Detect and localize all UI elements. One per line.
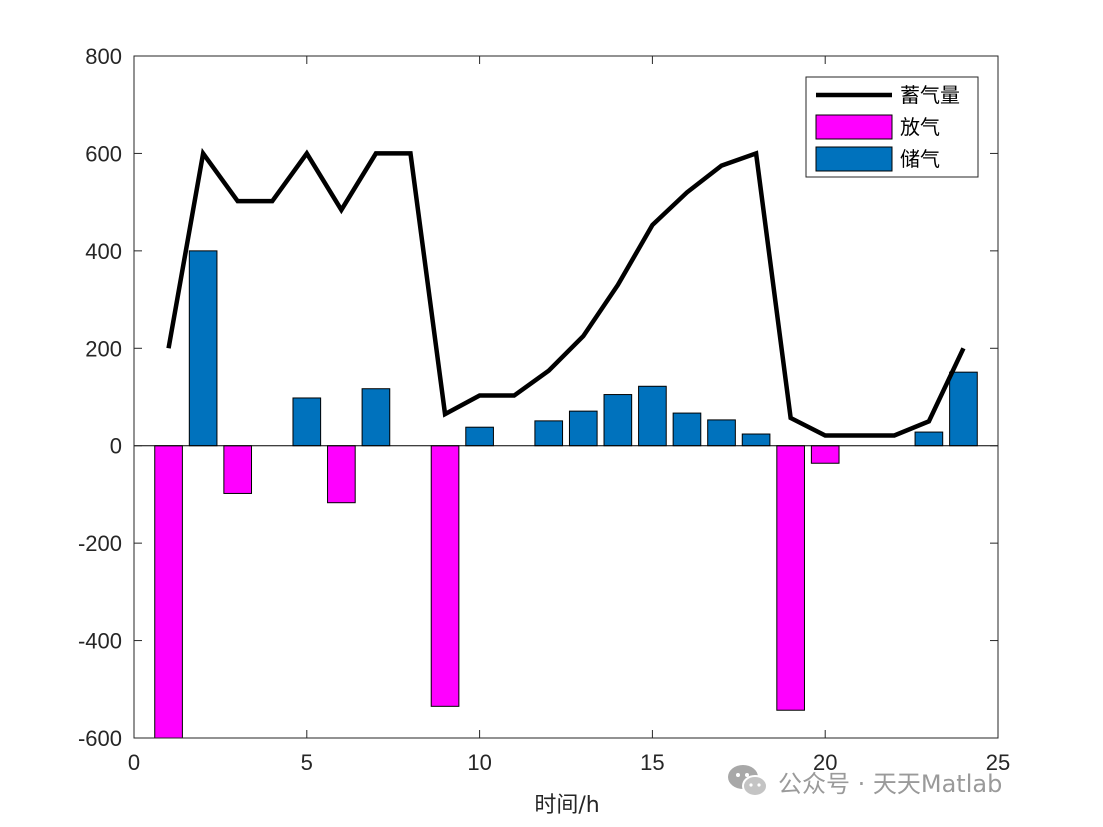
- line-storage: [166, 147, 966, 438]
- legend-swatch-bar: [815, 114, 893, 140]
- bar-charge-10: [465, 426, 494, 447]
- y-tick-label: -600: [78, 726, 122, 751]
- bar-charge-13: [568, 410, 598, 447]
- x-axis-title: 时间/h: [534, 793, 599, 818]
- bar-discharge-20: [810, 445, 840, 464]
- x-tick-label: 10: [467, 750, 491, 775]
- bar-charge-5: [292, 397, 322, 447]
- axes-frame: [133, 55, 999, 739]
- legend-label: 蓄气量: [900, 83, 960, 107]
- x-tick-label: 20: [813, 750, 837, 775]
- bar-discharge-19: [776, 445, 805, 711]
- bar-discharge-3: [223, 445, 253, 494]
- axes: -600 -400 -200 0 200 400 600 800 0 5 10 15 20 25: [78, 44, 1010, 775]
- bar-charge-15: [638, 385, 667, 447]
- bar-discharge-9: [430, 445, 460, 707]
- x-tick-label: 5: [301, 750, 313, 775]
- bar-charge-24: [949, 371, 978, 447]
- bar-charge-14: [603, 394, 633, 447]
- y-tick-label: -400: [78, 629, 122, 654]
- legend-label: 储气: [900, 147, 940, 171]
- y-tick-label: -200: [78, 531, 122, 556]
- bar-discharge-6: [327, 445, 356, 504]
- bar-discharge-1: [154, 445, 183, 738]
- x-tick-label: 15: [640, 750, 664, 775]
- y-tick-label: 200: [85, 336, 122, 361]
- x-tick-label: 0: [128, 750, 140, 775]
- bar-charge-2: [188, 250, 218, 447]
- y-tick-label: 400: [85, 239, 122, 264]
- legend-label: 放气: [900, 115, 940, 139]
- y-tick-label: 800: [85, 44, 122, 69]
- watermark-text: 公众号 · 天天Matlab: [778, 770, 1002, 798]
- plot-area: [134, 147, 998, 738]
- watermark: 公众号 · 天天Matlab: [728, 765, 1002, 798]
- y-tick-label: 0: [110, 434, 122, 459]
- bar-charge-17: [707, 419, 736, 447]
- bar-charge-18: [741, 433, 771, 447]
- x-tick-label: 25: [986, 750, 1010, 775]
- wechat-icon: [728, 765, 768, 797]
- bar-charge-23: [914, 431, 944, 447]
- y-tick-label: 600: [85, 141, 122, 166]
- bar-charge-16: [672, 412, 702, 447]
- legend-swatch-bar: [815, 146, 893, 172]
- bar-charge-7: [361, 388, 391, 447]
- bar-charge-12: [534, 420, 564, 447]
